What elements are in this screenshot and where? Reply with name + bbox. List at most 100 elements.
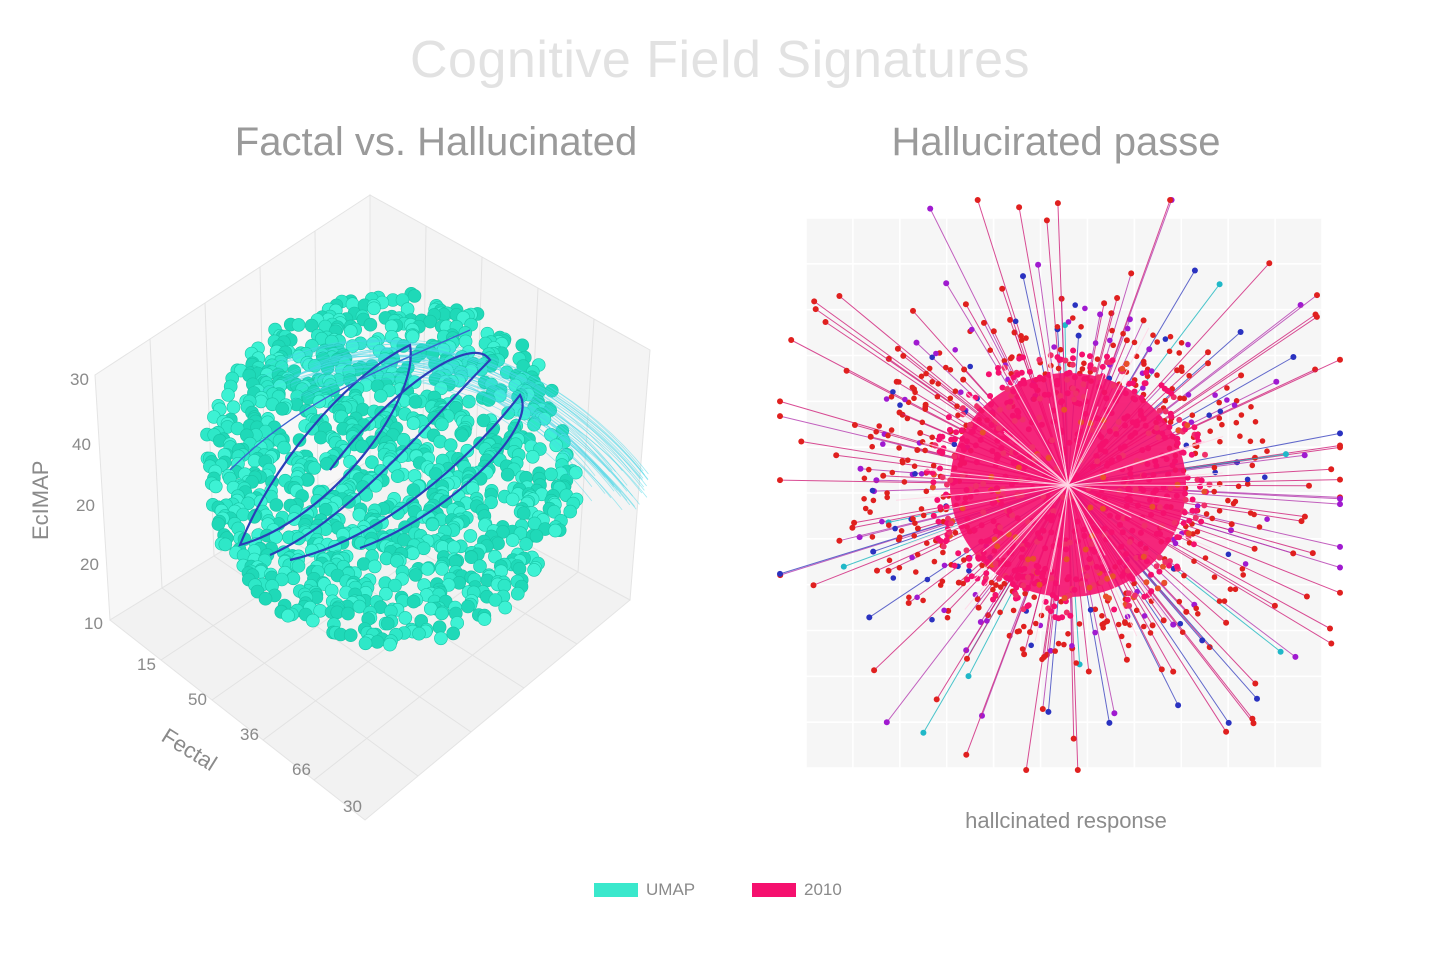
- ray-marker: [999, 285, 1006, 292]
- core-point: [945, 414, 952, 421]
- core-point: [1110, 382, 1117, 389]
- core-point: [1171, 519, 1178, 526]
- ray-marker: [1224, 385, 1230, 391]
- core-point: [1104, 359, 1111, 366]
- core-point: [1165, 471, 1172, 478]
- core-point: [1129, 576, 1136, 583]
- core-point: [1140, 415, 1147, 422]
- core-point: [964, 516, 971, 522]
- core-point: [1009, 412, 1016, 419]
- right-burst-chart: [777, 197, 1343, 773]
- z-tick-3: 20: [80, 555, 99, 574]
- core-point: [1030, 555, 1037, 562]
- core-ray: [961, 484, 1069, 593]
- core-point: [1156, 554, 1163, 561]
- ray-marker: [964, 655, 970, 662]
- core-point: [939, 433, 946, 440]
- ray-marker: [922, 447, 928, 454]
- umap-point: [343, 628, 358, 643]
- core-point: [1089, 545, 1095, 552]
- ray-marker: [885, 355, 892, 362]
- core-point: [1129, 527, 1136, 534]
- ray-marker: [1075, 332, 1082, 339]
- core-point: [1035, 530, 1041, 537]
- umap-point: [408, 568, 423, 582]
- umap-point: [355, 439, 369, 454]
- core-point: [1116, 559, 1123, 566]
- core-point: [1148, 571, 1154, 578]
- core-point: [1063, 546, 1070, 553]
- ray-marker: [1337, 501, 1343, 508]
- core-point: [1007, 398, 1014, 405]
- core-point: [1098, 487, 1105, 493]
- core-point: [990, 518, 997, 525]
- core-point: [1164, 387, 1171, 394]
- core-point: [1083, 572, 1090, 579]
- ray-marker: [1185, 341, 1191, 348]
- ray-marker: [1238, 412, 1245, 418]
- core-point: [995, 365, 1001, 371]
- x-tick-2: 36: [240, 725, 259, 744]
- ray-marker: [924, 576, 931, 583]
- core-point: [1061, 406, 1068, 413]
- core-point: [1014, 515, 1021, 522]
- core-point: [1149, 503, 1156, 510]
- ray-marker: [1140, 317, 1147, 324]
- umap-point: [460, 443, 475, 458]
- core-point: [963, 438, 970, 445]
- ray-marker: [1170, 621, 1177, 628]
- legend-item-umap[interactable]: UMAP: [594, 880, 695, 900]
- ray-marker: [869, 487, 876, 494]
- ribbon-strand: [302, 365, 633, 497]
- core-point: [1084, 564, 1091, 571]
- core-point: [1153, 462, 1160, 469]
- ray-marker: [843, 367, 850, 374]
- core-point: [1070, 385, 1076, 392]
- core-point: [1155, 415, 1162, 422]
- ray-marker: [1074, 767, 1081, 773]
- ray-marker: [918, 373, 925, 380]
- core-point: [1106, 595, 1112, 602]
- core-point: [1050, 407, 1057, 414]
- core-point: [1066, 439, 1073, 446]
- ray-marker: [914, 525, 921, 532]
- core-point: [1020, 377, 1027, 384]
- core-point: [999, 384, 1006, 391]
- ray-marker: [1301, 513, 1308, 520]
- core-point: [1100, 505, 1106, 512]
- ribbon-strand: [292, 339, 623, 471]
- umap-point: [396, 432, 411, 447]
- core-point: [1064, 376, 1071, 383]
- core-point: [980, 549, 987, 556]
- ray-marker: [1128, 270, 1135, 277]
- core-ray: [1067, 440, 1205, 486]
- umap-point: [292, 433, 307, 447]
- core-point: [978, 538, 985, 545]
- core-point: [1054, 381, 1061, 388]
- core-ray: [1067, 484, 1172, 499]
- core-point: [939, 474, 946, 481]
- ray-marker: [862, 505, 869, 512]
- core-point: [985, 371, 992, 378]
- core-point: [1036, 414, 1043, 421]
- ray-marker: [975, 604, 982, 611]
- core-point: [1161, 579, 1168, 586]
- core-point: [1190, 541, 1197, 548]
- core-point: [989, 448, 996, 454]
- core-point: [972, 442, 979, 449]
- legend-item-2010[interactable]: 2010: [752, 880, 842, 900]
- core-point: [973, 459, 980, 466]
- ray-marker: [1021, 651, 1028, 658]
- core-point: [1020, 582, 1027, 589]
- left-x-ticks: 15 50 36 66 30: [137, 655, 362, 816]
- core-point: [1197, 483, 1203, 490]
- core-point: [1070, 355, 1076, 362]
- ray-marker: [1097, 311, 1104, 318]
- ray-marker: [1176, 598, 1183, 605]
- ray-marker: [1124, 325, 1131, 332]
- ray-marker: [1087, 607, 1094, 613]
- ray-marker: [812, 306, 819, 313]
- ray-marker: [777, 398, 783, 405]
- core-point: [1174, 435, 1181, 442]
- ray-marker: [924, 540, 930, 546]
